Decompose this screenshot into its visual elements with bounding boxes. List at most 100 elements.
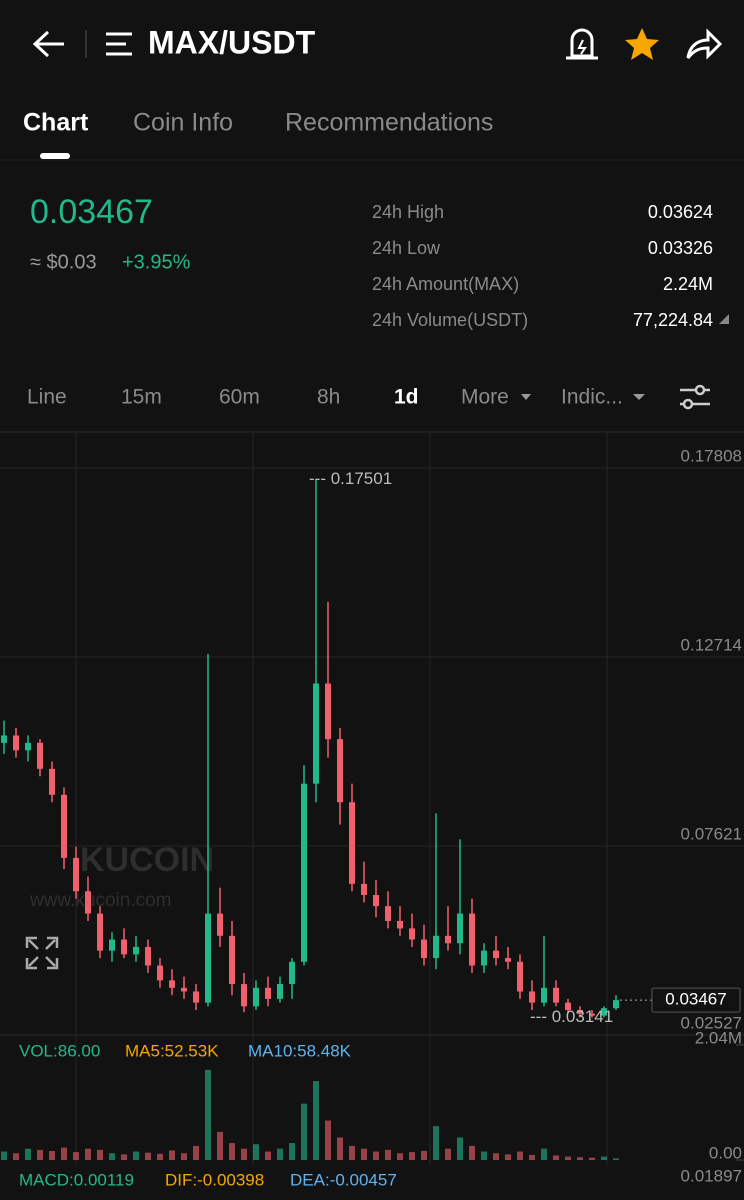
volume-legend: MA5:52.53K: [125, 1041, 219, 1060]
candle-body: [613, 1000, 619, 1009]
stat-value: 2.24M: [663, 274, 713, 294]
candle-body: [505, 958, 511, 962]
macd-axis-label: 0.01897: [681, 1166, 742, 1185]
price-change: +3.95%: [122, 251, 191, 273]
volume-bar: [109, 1153, 115, 1160]
volume-bar: [481, 1151, 487, 1160]
chart-settings[interactable]: [680, 384, 710, 410]
candle-body: [109, 939, 115, 951]
volume-bar: [97, 1149, 103, 1160]
volume-bar: [469, 1145, 475, 1160]
candle-body: [541, 987, 547, 1003]
candle-body: [85, 891, 91, 914]
volume-bar: [493, 1153, 499, 1160]
y-tick-label: 0.17808: [681, 446, 742, 465]
candle-body: [205, 913, 211, 1003]
candle-body: [37, 742, 43, 769]
volume-bar: [49, 1150, 55, 1160]
volume-bar: [277, 1148, 283, 1160]
stat-label: 24h Amount(MAX): [372, 274, 519, 294]
volume-tick-label: 2.04M: [695, 1028, 742, 1047]
interval-option[interactable]: 8h: [317, 386, 340, 409]
volume-tick-label: 0.00: [709, 1143, 742, 1162]
candle-body: [577, 1010, 583, 1014]
usd-price: ≈ $0.03: [30, 251, 97, 273]
candle-body: [313, 683, 319, 784]
macd-legend: DEA:-0.00457: [290, 1170, 397, 1189]
y-tick-label: 0.12714: [681, 635, 742, 654]
macd-legend: DIF:-0.00398: [165, 1170, 264, 1189]
volume-bar: [37, 1149, 43, 1160]
candle-body: [181, 987, 187, 992]
candle-body: [469, 913, 475, 966]
volume-bar: [445, 1148, 451, 1160]
tab[interactable]: Chart: [23, 109, 89, 137]
stat-value: 0.03326: [648, 238, 713, 258]
back-button[interactable]: [32, 30, 64, 58]
interval-option[interactable]: More: [461, 386, 509, 409]
stat-label: 24h High: [372, 202, 444, 222]
candle-body: [565, 1002, 571, 1011]
volume-bar: [1, 1151, 7, 1160]
volume-bar: [229, 1143, 235, 1160]
volume-bar: [421, 1150, 427, 1160]
volume-bar: [193, 1145, 199, 1160]
candle-body: [445, 935, 451, 944]
interval-option[interactable]: Indic...: [561, 386, 623, 409]
volume-bar: [241, 1148, 247, 1160]
candle-body: [157, 965, 163, 981]
volume-bar: [25, 1148, 31, 1160]
interval-option[interactable]: 60m: [219, 386, 260, 409]
volume-bar: [145, 1152, 151, 1160]
volume-bar: [85, 1148, 91, 1160]
last-price-box: [651, 987, 741, 1013]
high-annotation: --- 0.17501: [309, 469, 392, 488]
menu-button[interactable]: [106, 32, 132, 56]
volume-bar: [565, 1156, 571, 1160]
volume-bar: [601, 1156, 607, 1160]
volume-bar: [577, 1157, 583, 1160]
candle-body: [73, 857, 79, 892]
candle-body: [553, 987, 559, 1003]
favorite-button[interactable]: [625, 28, 659, 60]
volume-bar: [541, 1148, 547, 1160]
volume-bar: [217, 1131, 223, 1160]
volume-bar: [433, 1126, 439, 1160]
candle-body: [517, 961, 523, 992]
fullscreen-button[interactable]: [25, 936, 59, 970]
interval-option[interactable]: 1d: [394, 386, 419, 409]
candle-body: [253, 987, 259, 1007]
candle-body: [193, 991, 199, 1003]
interval-option[interactable]: 15m: [121, 386, 162, 409]
volume-bar: [457, 1137, 463, 1160]
candle-body: [217, 913, 223, 936]
volume-bar: [505, 1154, 511, 1160]
candle-body: [349, 802, 355, 884]
volume-bar: [517, 1151, 523, 1160]
tab[interactable]: Coin Info: [133, 109, 233, 137]
last-price: 0.03467: [30, 193, 153, 231]
candle-body: [145, 946, 151, 966]
candle-body: [493, 950, 499, 959]
volume-bar: [265, 1151, 271, 1160]
watermark-url: www.kucoin.com: [29, 890, 172, 911]
volume-bar: [205, 1069, 211, 1160]
tab[interactable]: Recommendations: [285, 109, 493, 137]
share-button[interactable]: [686, 28, 723, 60]
candle-body: [361, 883, 367, 896]
y-tick-label: 0.02527: [681, 1013, 742, 1032]
macd-legend: MACD:0.00119: [19, 1170, 134, 1189]
candle-body: [265, 987, 271, 999]
candle-body: [397, 920, 403, 929]
candle-body: [421, 939, 427, 959]
volume-bar: [325, 1120, 331, 1160]
volume-legend: MA10:58.48K: [248, 1041, 352, 1060]
candle-body: [49, 768, 55, 795]
volume-bar: [133, 1151, 139, 1160]
volume-bar: [121, 1154, 127, 1160]
alert-button[interactable]: [566, 28, 598, 60]
interval-option[interactable]: Line: [27, 386, 67, 409]
volume-bar: [397, 1153, 403, 1160]
volume-bar: [73, 1152, 79, 1160]
candle-body: [457, 913, 463, 944]
